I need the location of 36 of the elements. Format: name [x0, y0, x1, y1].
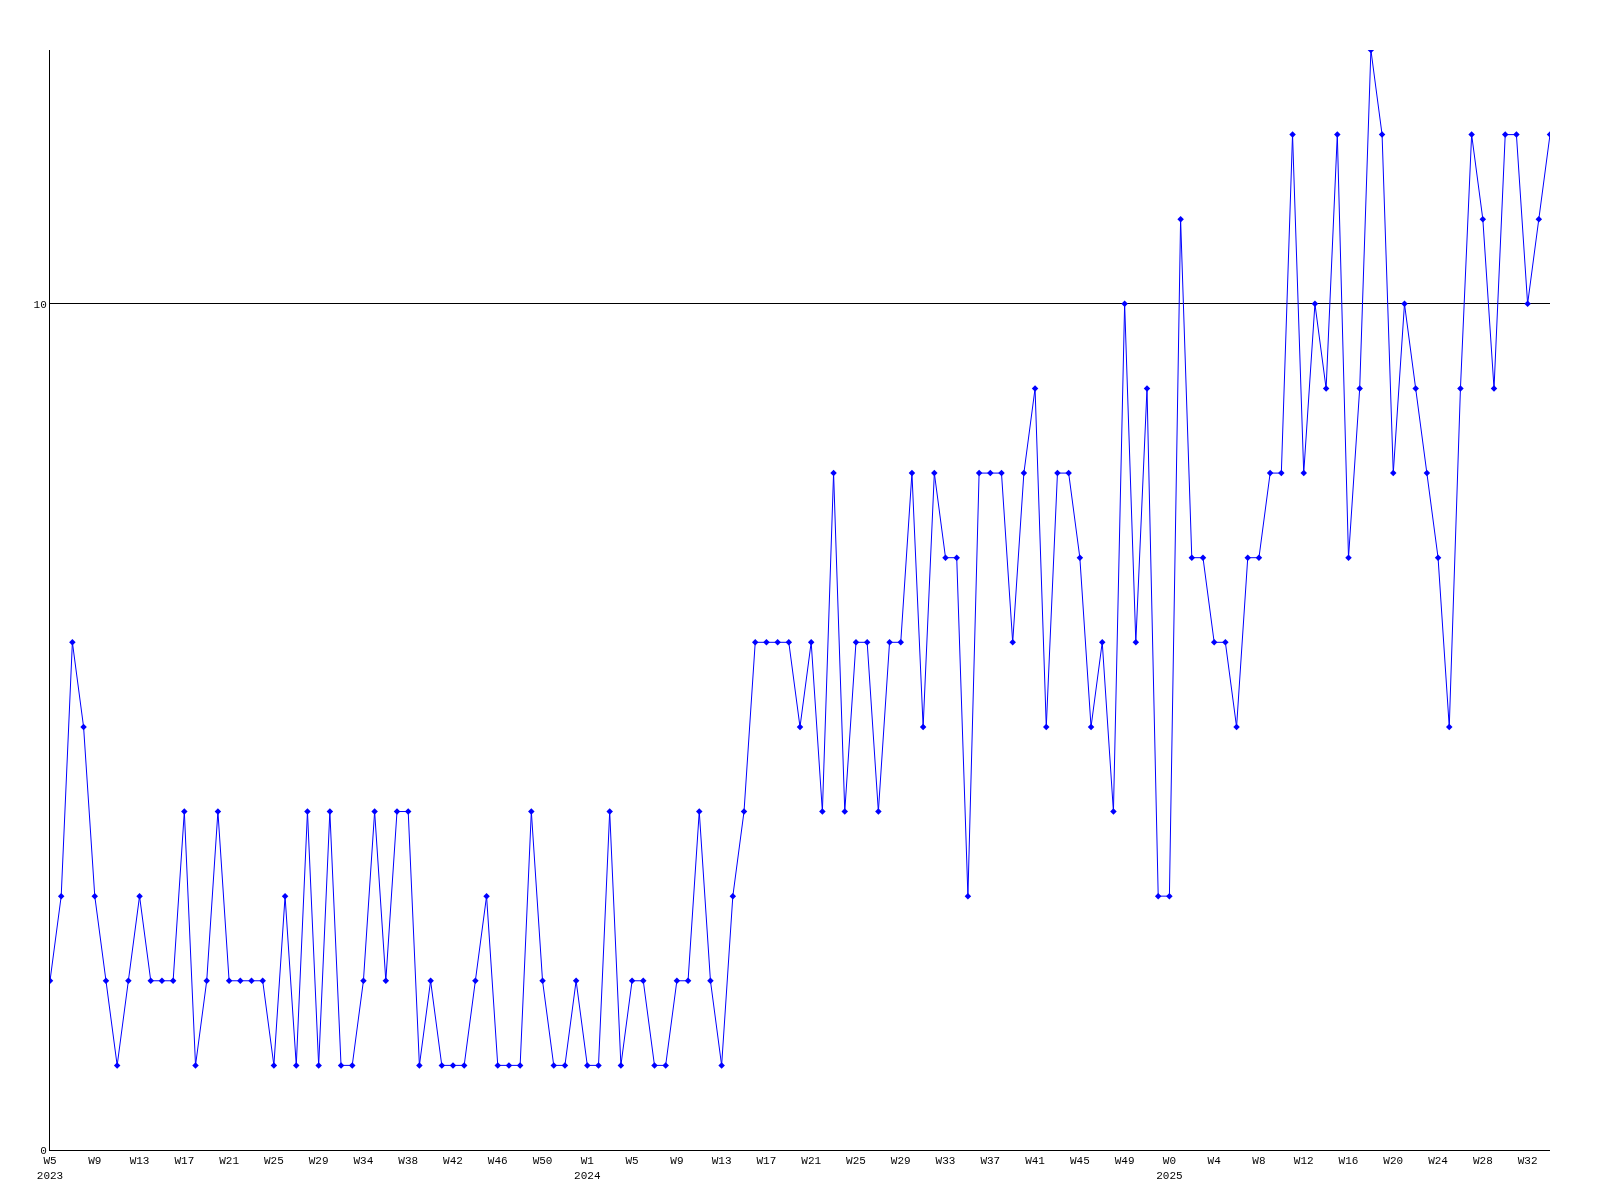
x-tick-label: W8	[1252, 1155, 1266, 1168]
x-tick-label: W4	[1207, 1155, 1222, 1168]
x-tick-label: W17	[756, 1155, 777, 1168]
x-tick-label: W5 2023	[36, 1155, 64, 1182]
x-tick-label: W29	[890, 1155, 911, 1168]
x-tick-label: W25	[846, 1155, 866, 1168]
x-tick-label: W28	[1472, 1155, 1493, 1168]
x-tick-label: W42	[443, 1155, 463, 1168]
x-tick-label: W17	[174, 1155, 195, 1168]
x-tick-label: W25	[263, 1155, 284, 1168]
x-tick-label: W5	[625, 1155, 639, 1168]
x-tick-label: W13	[711, 1155, 732, 1168]
y-tick-label: 0	[40, 1144, 47, 1157]
x-tick-label: W33	[935, 1155, 956, 1168]
x-tick-label: W50	[532, 1155, 553, 1168]
x-tick-label: W24	[1428, 1155, 1449, 1168]
x-tick-label: W37	[980, 1155, 1001, 1168]
x-tick-label: W41	[1025, 1155, 1046, 1168]
x-tick-label: W34	[353, 1155, 374, 1168]
x-tick-label: W45	[1069, 1155, 1090, 1168]
x-tick-label: W29	[308, 1155, 329, 1168]
x-tick-label: W21	[801, 1155, 822, 1168]
x-tick-label: W21	[219, 1155, 240, 1168]
x-tick-label: W32	[1517, 1155, 1538, 1168]
x-tick-label: W46	[487, 1155, 508, 1168]
x-tick-label: W20	[1383, 1155, 1404, 1168]
x-tick-label: W12	[1293, 1155, 1314, 1168]
x-tick-label: W1 2024	[574, 1155, 601, 1182]
x-tick-label: W49	[1114, 1155, 1135, 1168]
x-tick-label: W38	[398, 1155, 419, 1168]
y-tick-label: 10	[33, 298, 47, 311]
x-tick-label: W0 2025	[1156, 1155, 1183, 1182]
x-tick-label: W16	[1338, 1155, 1359, 1168]
x-tick-label: W9	[88, 1155, 102, 1168]
x-tick-label: W9	[670, 1155, 684, 1168]
x-tick-label: W13	[129, 1155, 150, 1168]
